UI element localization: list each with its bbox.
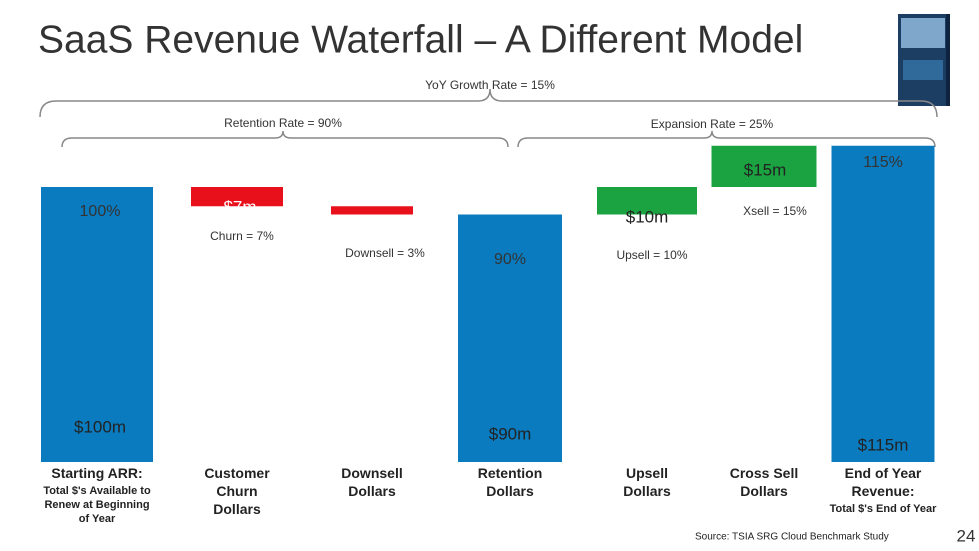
brackets xyxy=(39,88,938,148)
value-label: $3m xyxy=(363,219,396,238)
bar xyxy=(458,214,562,462)
category-name: Downsell Dollars xyxy=(341,465,403,499)
category-note: Total $'s Available to Renew at Beginnin… xyxy=(43,485,151,525)
category-name: Retention Dollars xyxy=(477,465,543,499)
category-label: Starting ARR: Total $'s Available to Rene… xyxy=(37,464,157,526)
annotation: Expansion Rate = 25% xyxy=(651,117,774,131)
category-label: End of Year Revenue: Total $'s End of Yea… xyxy=(823,464,943,516)
value-label: $7m xyxy=(223,197,256,216)
bar xyxy=(41,187,153,462)
category-label: Upsell Dollars xyxy=(587,464,707,500)
rate-label: Upsell = 10% xyxy=(616,248,687,262)
bar xyxy=(597,187,697,215)
category-name: End of Year Revenue: xyxy=(844,465,922,499)
category-name: Upsell Dollars xyxy=(623,465,671,499)
book-image xyxy=(898,14,950,106)
category-name: Cross Sell Dollars xyxy=(729,465,799,499)
rate-label: 115% xyxy=(863,154,903,171)
source: Source: TSIA SRG Cloud Benchmark Study xyxy=(695,532,889,543)
category-note: Total $'s End of Year xyxy=(829,503,937,515)
value-label: $115m xyxy=(858,435,909,454)
bar xyxy=(191,187,283,207)
category-name: Starting ARR: xyxy=(51,465,143,481)
category-label: Retention Dollars xyxy=(450,464,570,500)
category-name: Customer Churn Dollars xyxy=(204,465,270,517)
bar xyxy=(331,206,413,215)
page-number: 24 xyxy=(957,526,976,545)
annotation: YoY Growth Rate = 15% xyxy=(425,78,555,92)
category-label: Cross Sell Dollars xyxy=(704,464,824,500)
bar xyxy=(711,145,817,187)
rate-label: 90% xyxy=(494,251,526,268)
rate-label: 100% xyxy=(80,203,121,220)
rate-label: Xsell = 15% xyxy=(743,204,807,218)
category-label: Customer Churn Dollars xyxy=(177,464,297,518)
value-label: $90m xyxy=(489,424,532,443)
category-label: Downsell Dollars xyxy=(312,464,432,500)
slide-title: SaaS Revenue Waterfall – A Different Mod… xyxy=(38,18,803,61)
value-label: $100m xyxy=(74,417,126,436)
value-label: $15m xyxy=(744,160,787,179)
bar xyxy=(831,145,935,462)
value-label: $10m xyxy=(626,207,669,226)
rate-label: Downsell = 3% xyxy=(345,246,425,260)
rate-label: Churn = 7% xyxy=(210,229,274,243)
annotation: Retention Rate = 90% xyxy=(224,116,342,130)
